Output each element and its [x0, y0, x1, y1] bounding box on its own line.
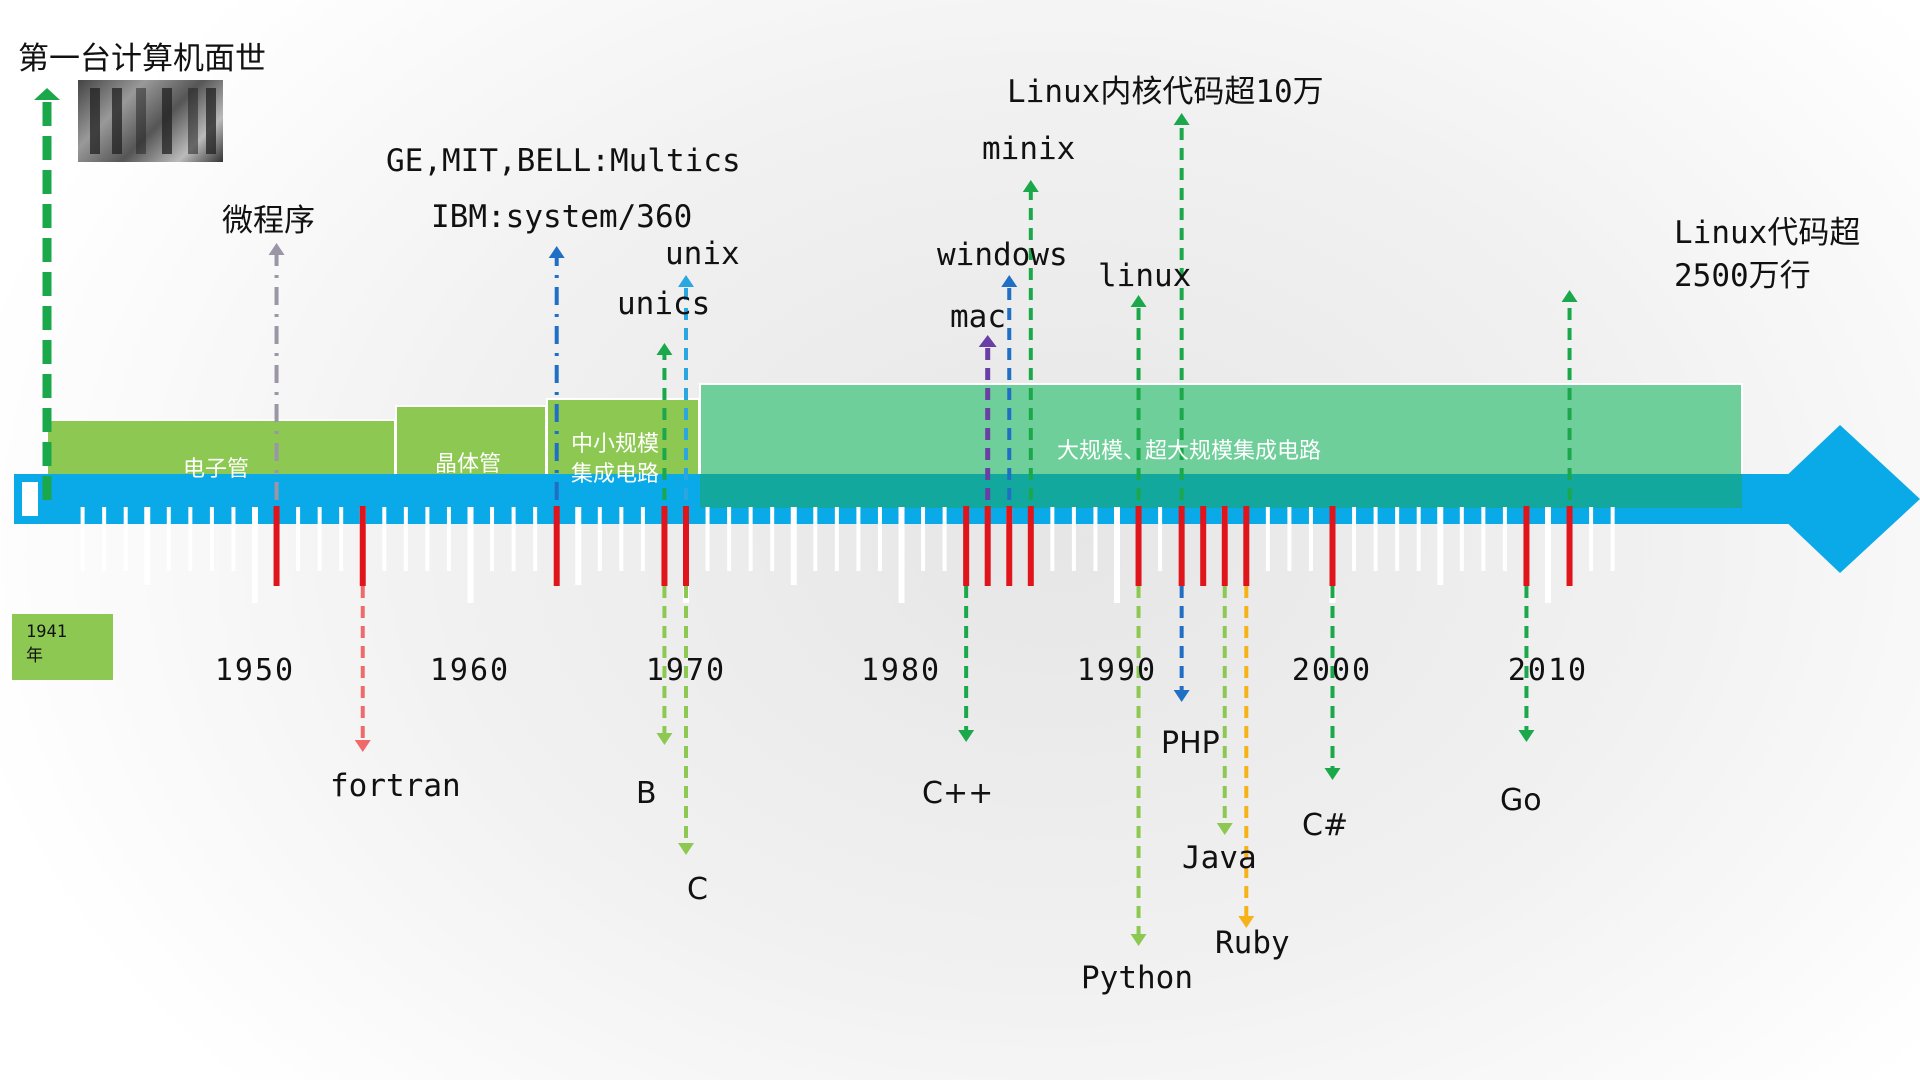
event-php-language: PHP [1161, 726, 1220, 761]
event-b-language: B [636, 776, 657, 811]
event-windows: windows [937, 237, 1068, 273]
mac-arrow-head [978, 335, 997, 347]
microprogram-arrow-head [268, 243, 285, 255]
event-ruby-language: Ruby [1215, 925, 1290, 961]
linux-arrow-head [1130, 295, 1147, 307]
event-python-language: Python [1081, 960, 1193, 996]
event-linux-25m-lines: Linux代码超 2500万行 [1674, 215, 1861, 294]
year-label-1950: 1950 [214, 653, 296, 688]
event-microprogram: 微程序 [222, 203, 315, 239]
event-fortran: fortran [330, 768, 461, 804]
event-go-language: Go [1500, 783, 1542, 818]
event-system360: IBM:system/360 [431, 199, 693, 235]
first-computer-photo [78, 80, 223, 162]
java-arrow-head [1216, 823, 1233, 835]
timeline-teal-band [700, 474, 1742, 508]
timeline-end-diamond [1762, 425, 1920, 573]
go-arrow-head [1518, 730, 1535, 742]
linux-25m-arrow-head [1561, 290, 1578, 302]
first-computer-arrow-head [34, 88, 60, 100]
year-label-1960: 1960 [429, 653, 511, 688]
php-arrow-head [1173, 690, 1190, 702]
linux-kernel-arrow-head [1173, 113, 1190, 125]
event-first-computer: 第一台计算机面世 [18, 41, 266, 77]
timeline-axis-notch [22, 482, 38, 516]
b-arrow-head [656, 733, 673, 745]
event-linux-kernel-100k: Linux内核代码超10万 [1007, 74, 1324, 110]
year-label-2010: 2010 [1507, 653, 1589, 688]
event-unics: unics [617, 286, 711, 322]
event-csharp-language: C# [1302, 808, 1349, 843]
csharp-arrow-head [1324, 768, 1341, 780]
era-label-transistor: 晶体管 [435, 452, 502, 477]
windows-arrow-head [1001, 275, 1018, 287]
start-year-badge: 1941 年 [12, 614, 113, 680]
era-label-ssi-msi: 中小规模 集成电路 [571, 432, 660, 487]
event-unix: unix [665, 236, 740, 272]
era-label-vacuum-tube: 电子管 [183, 457, 250, 482]
event-multics: GE,MIT,BELL:Multics [386, 143, 741, 179]
era-label-lsi-vlsi: 大规模、超大规模集成电路 [1057, 439, 1322, 464]
c-arrow-head [678, 843, 694, 855]
event-java-language: Java [1182, 840, 1257, 876]
python-arrow-head [1130, 934, 1147, 946]
year-label-1980: 1980 [860, 653, 942, 688]
unics-arrow-head [656, 343, 673, 355]
year-label-1990: 1990 [1076, 653, 1158, 688]
unix-arrow-head [678, 275, 694, 287]
event-cpp-language: C++ [922, 776, 994, 811]
fortran-arrow-head [354, 740, 371, 752]
system360-arrow-head [548, 246, 565, 258]
event-linux: linux [1098, 258, 1192, 294]
event-c-language: C [687, 872, 708, 907]
cpp-arrow-head [958, 730, 975, 742]
ruby-arrow-head [1238, 916, 1255, 928]
year-label-2000: 2000 [1291, 653, 1373, 688]
event-mac: mac [950, 299, 1006, 335]
minix-arrow-head [1022, 180, 1039, 192]
event-minix: minix [982, 131, 1076, 167]
year-label-1970: 1970 [645, 653, 727, 688]
